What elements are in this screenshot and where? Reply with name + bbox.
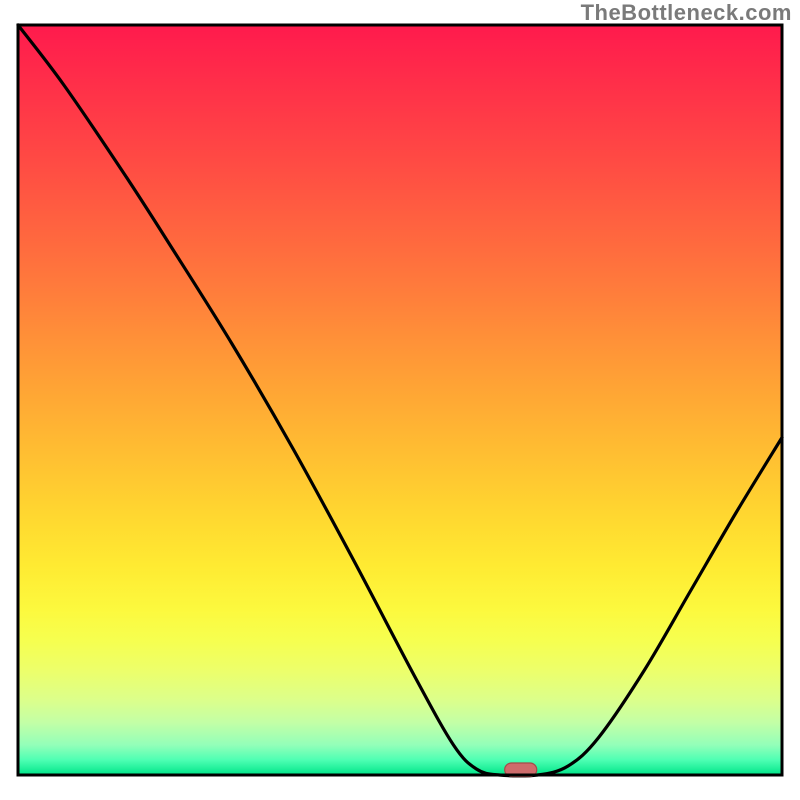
watermark-text: TheBottleneck.com: [581, 0, 792, 26]
chart-container: TheBottleneck.com: [0, 0, 800, 800]
bottleneck-chart: [0, 0, 800, 800]
